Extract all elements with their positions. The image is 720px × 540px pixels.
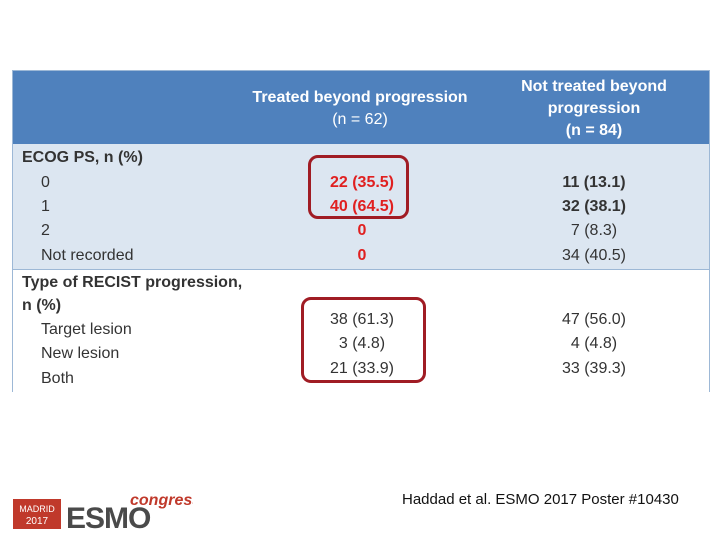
ecog-row-0-treated: 22 (35.5) (329, 174, 395, 191)
logo-red-block (13, 499, 61, 529)
ecog-section (13, 144, 709, 269)
ecog-row-1-treated: 40 (64.5) (329, 198, 395, 215)
recist-row-1-not-treated: 4 (4.8) (570, 335, 618, 352)
ecog-row-2-not-treated: 7 (8.3) (570, 222, 618, 239)
recist-row-0-treated: 38 (61.3) (329, 311, 395, 328)
citation: Haddad et al. ESMO 2017 Poster #10430 (402, 491, 679, 508)
ecog-row-3-label: Not recorded (41, 247, 134, 264)
esmo-congress-logo: MADRID 2017 ESMO congress (13, 492, 193, 530)
recist-title-line2: n (%) (22, 297, 62, 314)
logo-year: 2017 (26, 516, 49, 527)
ecog-row-3-not-treated: 34 (40.5) (561, 247, 627, 264)
recist-row-0-label: Target lesion (41, 321, 132, 338)
ecog-row-1-label: 1 (41, 198, 50, 215)
recist-row-2-label: Both (41, 370, 74, 387)
results-table: Treated beyond progression (n = 62) Not … (12, 70, 710, 392)
header-not-treated-title2: progression (547, 100, 641, 117)
header-not-treated-title1: Not treated beyond (521, 78, 667, 95)
logo-brand: ESMO (66, 502, 151, 530)
recist-row-1-treated: 3 (4.8) (338, 335, 386, 352)
highlight-box-recist (301, 297, 426, 383)
ecog-row-3-treated: 0 (357, 247, 367, 264)
recist-row-2-treated: 21 (33.9) (329, 360, 395, 377)
highlight-box-ecog (308, 155, 409, 219)
recist-row-2-not-treated: 33 (39.3) (561, 360, 627, 377)
header-not-treated-n: (n = 84) (565, 122, 623, 139)
ecog-row-2-label: 2 (41, 222, 50, 239)
logo-suffix: congress (130, 492, 193, 509)
recist-section (13, 269, 709, 392)
header-treated-n: (n = 62) (332, 111, 388, 128)
table-header: Treated beyond progression (n = 62) Not … (13, 71, 709, 144)
header-treated: Treated beyond progression (n = 62) (245, 87, 475, 131)
ecog-title: ECOG PS, n (%) (22, 149, 143, 166)
recist-title-line1: Type of RECIST progression, (22, 274, 243, 291)
header-treated-title: Treated beyond progression (252, 89, 468, 106)
recist-row-0-not-treated: 47 (56.0) (561, 311, 627, 328)
ecog-row-1-not-treated: 32 (38.1) (561, 198, 627, 215)
recist-row-1-label: New lesion (41, 345, 120, 362)
ecog-row-2-treated: 0 (357, 222, 367, 239)
header-not-treated: Not treated beyond progression (n = 84) (499, 76, 689, 142)
ecog-row-0-not-treated: 11 (13.1) (562, 174, 626, 191)
ecog-row-0-label: 0 (41, 174, 50, 191)
logo-city: MADRID (19, 504, 55, 514)
